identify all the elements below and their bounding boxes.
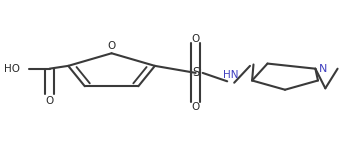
Text: O: O	[192, 102, 200, 112]
Text: O: O	[107, 41, 116, 51]
Text: HN: HN	[223, 70, 238, 80]
Text: N: N	[319, 64, 327, 74]
Text: S: S	[192, 66, 199, 79]
Text: O: O	[45, 96, 54, 106]
Text: HO: HO	[4, 64, 20, 74]
Text: O: O	[192, 34, 200, 44]
